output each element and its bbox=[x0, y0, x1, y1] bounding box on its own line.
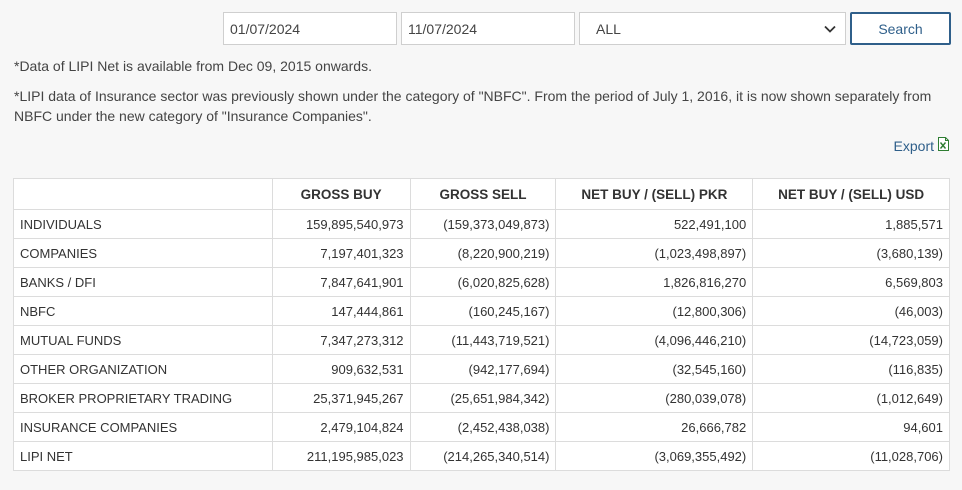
gross-sell-cell: (160,245,167) bbox=[409, 296, 557, 326]
gross-sell-cell: (6,020,825,628) bbox=[409, 267, 557, 297]
net-pkr-cell: (4,096,446,210) bbox=[555, 325, 754, 355]
notes-section: *Data of LIPI Net is available from Dec … bbox=[14, 56, 954, 126]
table-header-row: GROSS BUY GROSS SELL NET BUY / (SELL) PK… bbox=[13, 178, 950, 210]
chevron-down-icon bbox=[823, 22, 837, 36]
sector-select[interactable]: ALL bbox=[579, 12, 846, 45]
net-pkr-cell: (1,023,498,897) bbox=[555, 238, 754, 268]
row-category: LIPI NET bbox=[13, 441, 273, 471]
gross-sell-cell: (25,651,984,342) bbox=[409, 383, 557, 413]
table-row: INSURANCE COMPANIES 2,479,104,824 (2,452… bbox=[13, 412, 950, 442]
net-usd-cell: (116,835) bbox=[752, 354, 950, 384]
gross-sell-cell: (8,220,900,219) bbox=[409, 238, 557, 268]
table-row: BANKS / DFI 7,847,641,901 (6,020,825,628… bbox=[13, 267, 950, 297]
row-category: INDIVIDUALS bbox=[13, 209, 273, 239]
net-pkr-cell: 1,826,816,270 bbox=[555, 267, 754, 297]
header-gross-buy: GROSS BUY bbox=[271, 178, 411, 210]
row-category: BROKER PROPRIETARY TRADING bbox=[13, 383, 273, 413]
search-button[interactable]: Search bbox=[850, 12, 951, 45]
gross-sell-cell: (214,265,340,514) bbox=[409, 441, 557, 471]
gross-buy-cell: 7,847,641,901 bbox=[271, 267, 411, 297]
row-category: INSURANCE COMPANIES bbox=[13, 412, 273, 442]
table-row: NBFC 147,444,861 (160,245,167) (12,800,3… bbox=[13, 296, 950, 326]
net-usd-cell: (3,680,139) bbox=[752, 238, 950, 268]
table-row: COMPANIES 7,197,401,323 (8,220,900,219) … bbox=[13, 238, 950, 268]
net-pkr-cell: (280,039,078) bbox=[555, 383, 754, 413]
net-pkr-cell: 26,666,782 bbox=[555, 412, 754, 442]
table-row: INDIVIDUALS 159,895,540,973 (159,373,049… bbox=[13, 209, 950, 239]
export-label: Export bbox=[893, 137, 934, 154]
gross-sell-cell: (942,177,694) bbox=[409, 354, 557, 384]
net-usd-cell: 1,885,571 bbox=[752, 209, 950, 239]
header-gross-sell: GROSS SELL bbox=[409, 178, 557, 210]
net-usd-cell: (14,723,059) bbox=[752, 325, 950, 355]
gross-buy-cell: 159,895,540,973 bbox=[271, 209, 411, 239]
net-usd-cell: 6,569,803 bbox=[752, 267, 950, 297]
insurance-sector-note: *LIPI data of Insurance sector was previ… bbox=[14, 88, 932, 124]
net-usd-cell: (1,012,649) bbox=[752, 383, 950, 413]
lipi-net-availability-note: *Data of LIPI Net is available from Dec … bbox=[14, 58, 372, 74]
net-pkr-cell: (12,800,306) bbox=[555, 296, 754, 326]
net-pkr-cell: 522,491,100 bbox=[555, 209, 754, 239]
gross-sell-cell: (11,443,719,521) bbox=[409, 325, 557, 355]
table-row: BROKER PROPRIETARY TRADING 25,371,945,26… bbox=[13, 383, 950, 413]
net-pkr-cell: (3,069,355,492) bbox=[555, 441, 754, 471]
sector-select-value: ALL bbox=[596, 20, 621, 37]
table-row: MUTUAL FUNDS 7,347,273,312 (11,443,719,5… bbox=[13, 325, 950, 355]
from-date-input[interactable]: 01/07/2024 bbox=[223, 12, 397, 45]
to-date-value: 11/07/2024 bbox=[408, 20, 478, 37]
net-usd-cell: (11,028,706) bbox=[752, 441, 950, 471]
excel-icon bbox=[937, 137, 950, 154]
gross-buy-cell: 147,444,861 bbox=[271, 296, 411, 326]
header-category bbox=[13, 178, 273, 210]
header-net-usd: NET BUY / (SELL) USD bbox=[752, 178, 950, 210]
gross-buy-cell: 25,371,945,267 bbox=[271, 383, 411, 413]
gross-sell-cell: (159,373,049,873) bbox=[409, 209, 557, 239]
gross-sell-cell: (2,452,438,038) bbox=[409, 412, 557, 442]
gross-buy-cell: 7,347,273,312 bbox=[271, 325, 411, 355]
header-net-pkr: NET BUY / (SELL) PKR bbox=[555, 178, 754, 210]
net-pkr-cell: (32,545,160) bbox=[555, 354, 754, 384]
net-usd-cell: 94,601 bbox=[752, 412, 950, 442]
row-category: NBFC bbox=[13, 296, 273, 326]
row-category: COMPANIES bbox=[13, 238, 273, 268]
lipi-table: GROSS BUY GROSS SELL NET BUY / (SELL) PK… bbox=[13, 178, 950, 471]
gross-buy-cell: 909,632,531 bbox=[271, 354, 411, 384]
from-date-value: 01/07/2024 bbox=[230, 20, 301, 37]
gross-buy-cell: 211,195,985,023 bbox=[271, 441, 411, 471]
gross-buy-cell: 2,479,104,824 bbox=[271, 412, 411, 442]
gross-buy-cell: 7,197,401,323 bbox=[271, 238, 411, 268]
to-date-input[interactable]: 11/07/2024 bbox=[401, 12, 575, 45]
table-row: OTHER ORGANIZATION 909,632,531 (942,177,… bbox=[13, 354, 950, 384]
export-link[interactable]: Export bbox=[894, 137, 950, 154]
table-row: LIPI NET 211,195,985,023 (214,265,340,51… bbox=[13, 441, 950, 471]
net-usd-cell: (46,003) bbox=[752, 296, 950, 326]
row-category: MUTUAL FUNDS bbox=[13, 325, 273, 355]
row-category: BANKS / DFI bbox=[13, 267, 273, 297]
filter-bar: 01/07/2024 11/07/2024 ALL Search bbox=[223, 12, 951, 45]
row-category: OTHER ORGANIZATION bbox=[13, 354, 273, 384]
